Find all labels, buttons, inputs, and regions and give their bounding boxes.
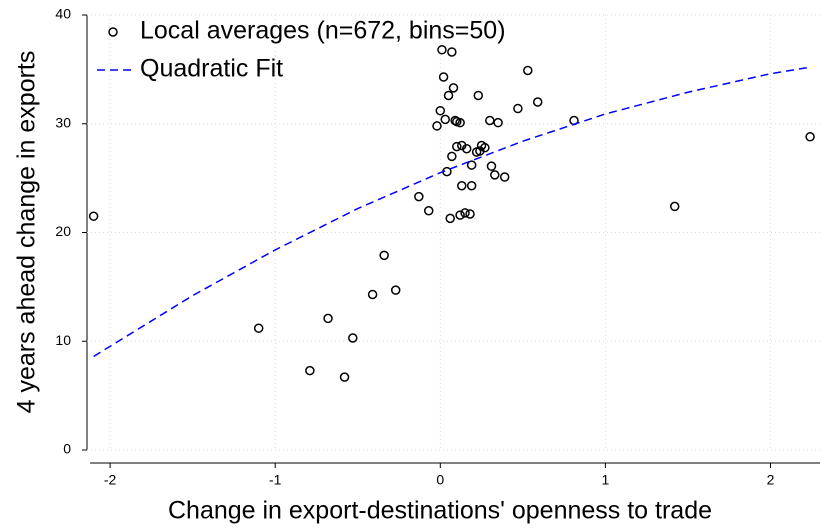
point (323, 313, 333, 324)
point (669, 201, 680, 212)
point (473, 90, 484, 101)
point (513, 103, 523, 114)
x-axis-label: Change in export-destinations' openness … (168, 497, 712, 525)
point (465, 209, 475, 219)
x-tick-label: -1 (269, 472, 282, 488)
point (486, 161, 497, 171)
point (348, 333, 358, 343)
fit-line (93, 66, 811, 358)
x-tick-label: 2 (767, 472, 775, 488)
legend-marker (108, 27, 118, 37)
point (455, 117, 465, 128)
point (253, 323, 264, 333)
point (339, 372, 350, 382)
point (367, 289, 378, 300)
point (532, 97, 543, 107)
legend-label: Quadratic Fit (140, 55, 283, 83)
y-tick-label: 0 (63, 441, 71, 457)
y-tick-label: 20 (55, 223, 71, 239)
point (379, 250, 389, 261)
y-tick-label: 40 (55, 6, 71, 22)
point (490, 170, 500, 180)
point (432, 121, 442, 131)
point (435, 105, 446, 116)
point (438, 72, 449, 82)
point (437, 45, 447, 55)
x-tick-label: 1 (601, 472, 609, 488)
x-tick-label: 0 (436, 472, 444, 488)
point (466, 180, 477, 191)
point (447, 47, 457, 57)
point (440, 114, 450, 125)
point (423, 206, 434, 216)
point (445, 213, 455, 224)
point (88, 211, 99, 221)
point (460, 208, 470, 218)
point (450, 115, 460, 126)
point (455, 210, 465, 220)
point (499, 172, 510, 182)
y-tick-label: 10 (55, 332, 71, 348)
point (523, 65, 533, 76)
point (480, 142, 490, 153)
point (390, 285, 401, 295)
point (452, 141, 462, 152)
point (447, 151, 457, 162)
point (485, 115, 495, 126)
point (443, 90, 454, 101)
legend-label: Local averages (n=672, bins=50) (140, 17, 506, 45)
point (448, 83, 459, 93)
point (493, 117, 503, 128)
y-axis-label: 4 years ahead change in exports (13, 51, 41, 414)
point (466, 160, 477, 170)
point (461, 144, 472, 154)
point (457, 180, 467, 191)
x-tick-label: -2 (104, 472, 117, 488)
point (305, 365, 315, 376)
point (805, 132, 815, 142)
point (414, 191, 424, 202)
y-tick-label: 30 (55, 114, 71, 130)
